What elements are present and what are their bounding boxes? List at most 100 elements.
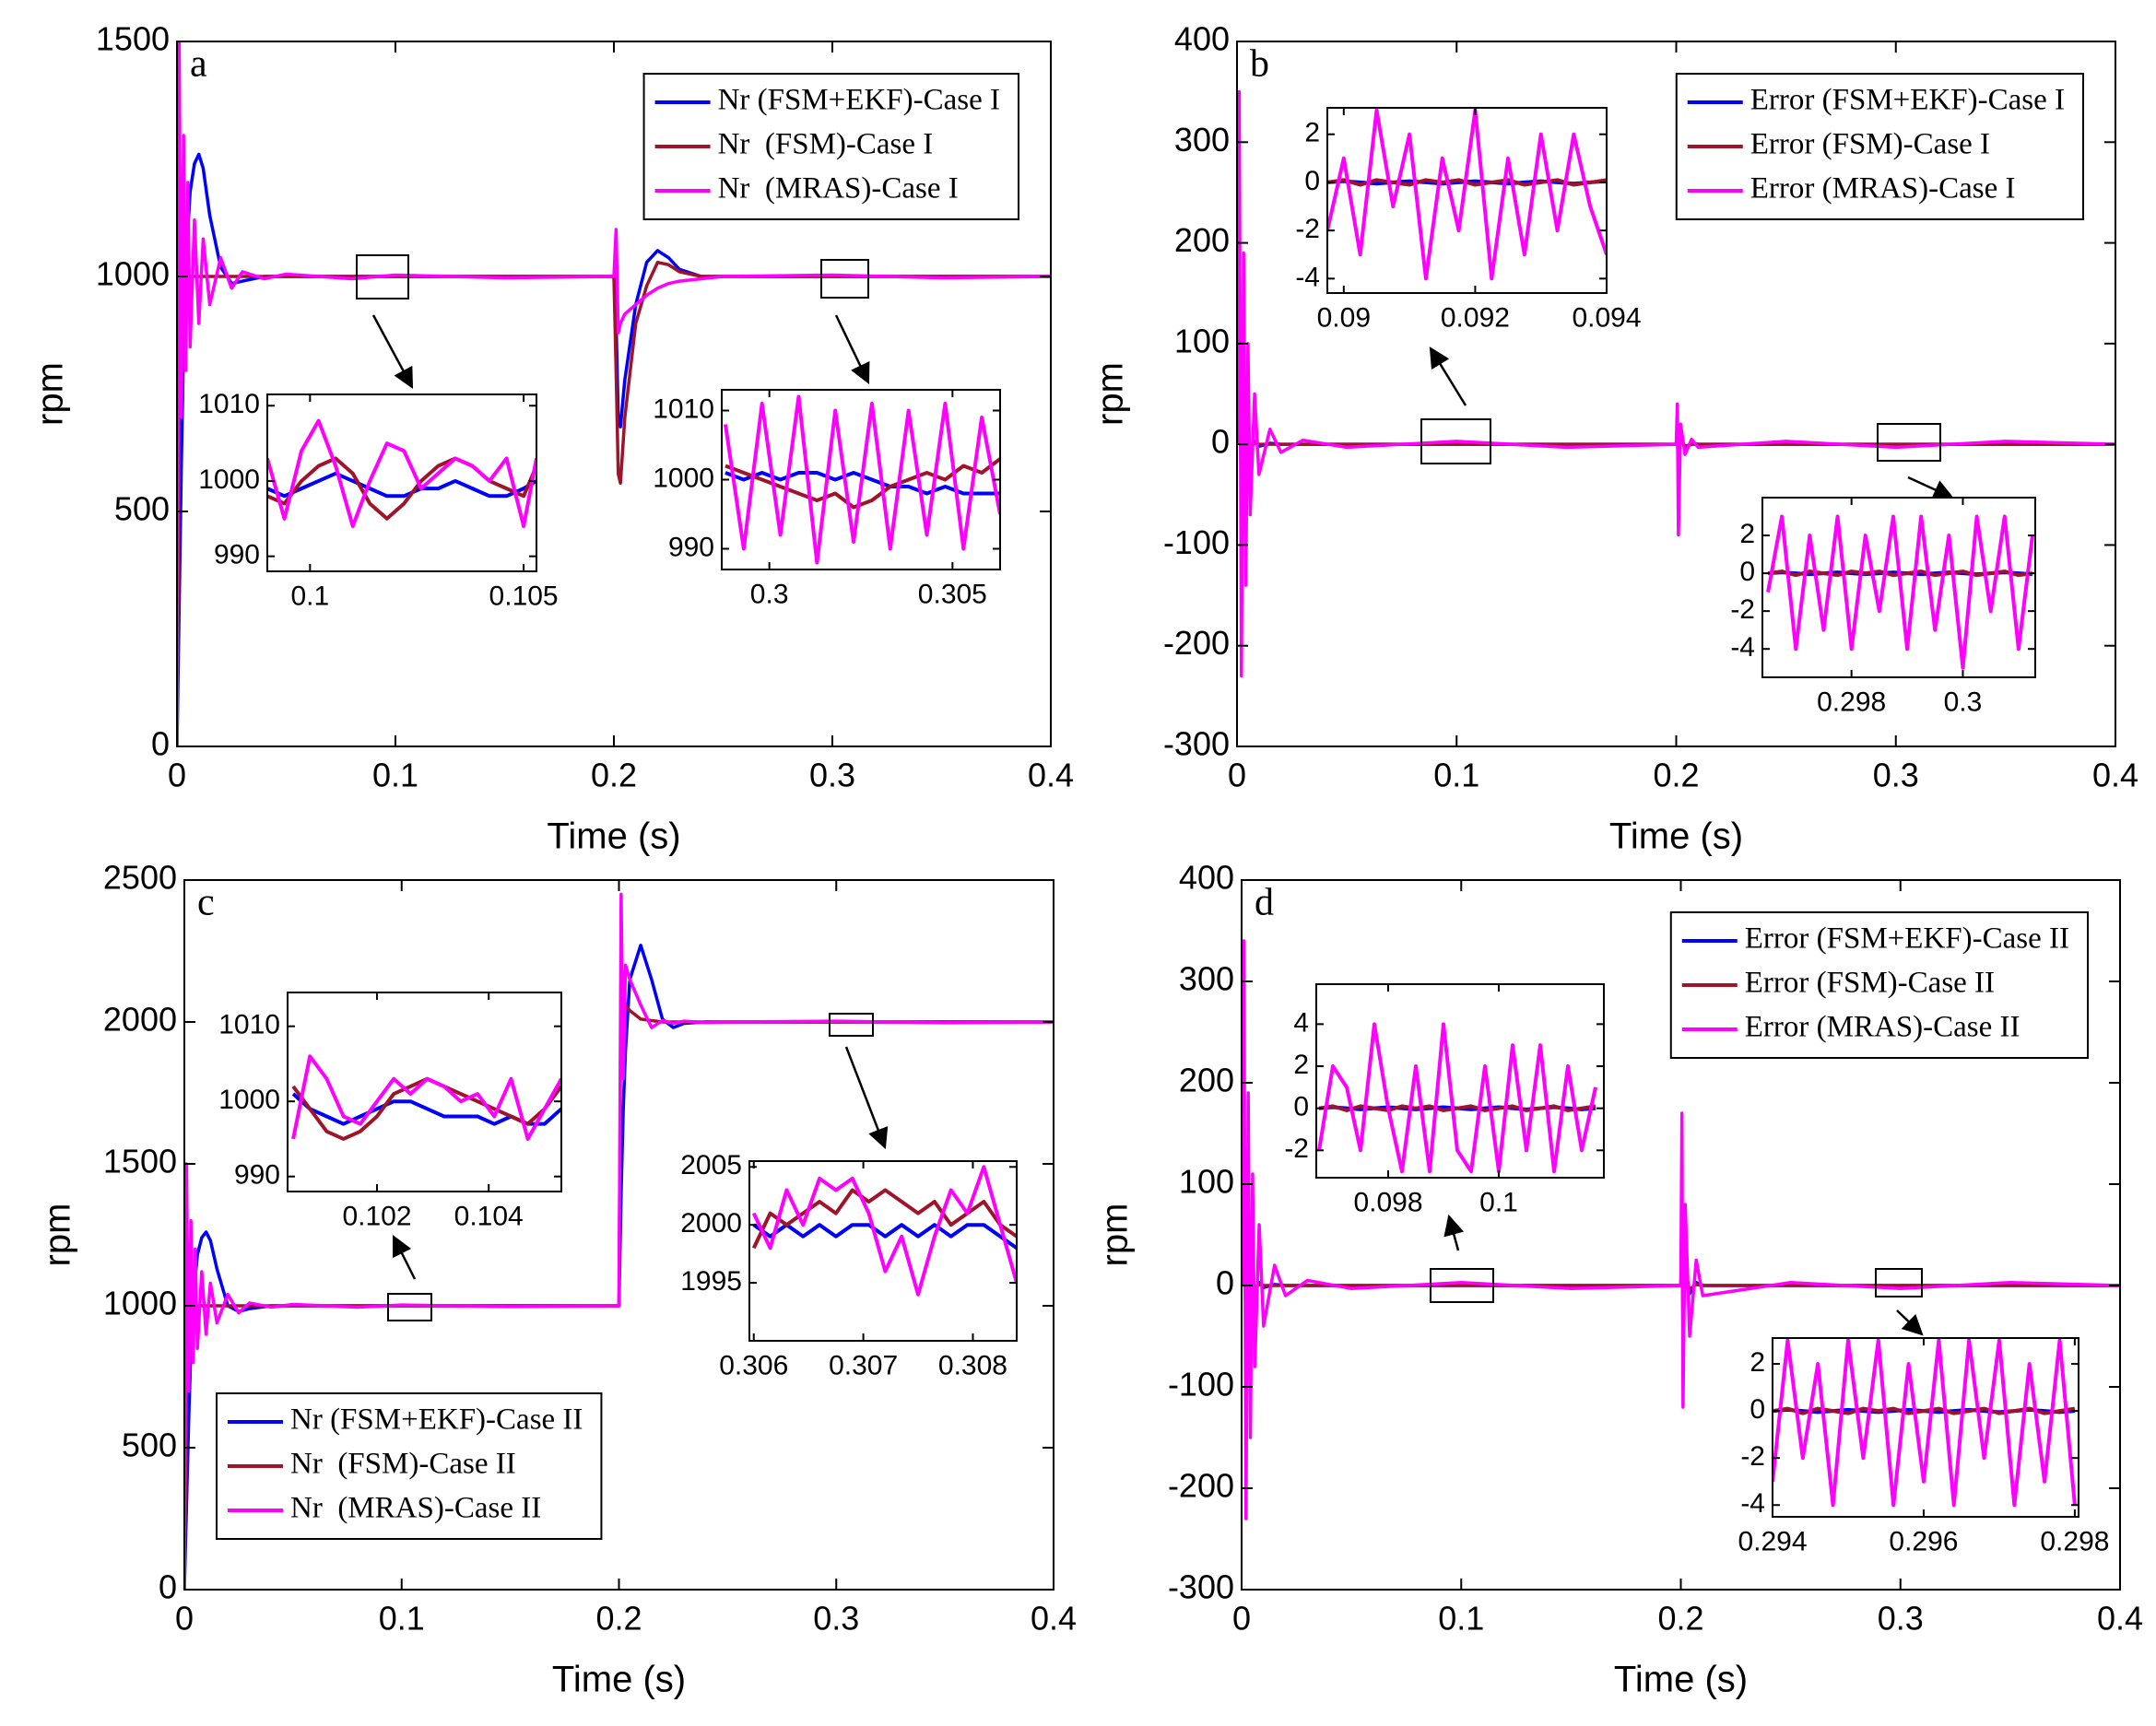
y-tick-label: -2: [1295, 214, 1320, 244]
y-tick-label: -100: [1168, 1366, 1234, 1403]
x-tick-label: 0.105: [489, 581, 559, 611]
y-axis-label: rpm: [30, 362, 71, 426]
y-tick-label: 0: [1211, 423, 1230, 461]
x-tick-label: 0.104: [454, 1201, 524, 1231]
y-axis-label: rpm: [1095, 1204, 1136, 1267]
y-tick-label: -300: [1163, 725, 1230, 763]
axes-frame: [287, 992, 562, 1192]
y-tick-label: 1010: [653, 393, 714, 424]
legend-label: Nr (FSM)-Case II: [290, 1448, 516, 1481]
x-axis-label: Time (s): [1614, 1660, 1748, 1700]
x-tick-label: 0.094: [1572, 302, 1641, 333]
plot-lines: [184, 892, 1054, 1590]
y-tick-label: 1010: [198, 389, 260, 419]
x-tick-label: 0.3: [809, 757, 855, 794]
x-tick-label: 0.4: [2097, 1600, 2143, 1638]
x-tick-label: 0.294: [1738, 1526, 1807, 1556]
legend-box: [1675, 73, 2084, 220]
y-tick-label: 0: [151, 725, 170, 763]
x-axis-label: Time (s): [1609, 816, 1743, 857]
series-line: [1766, 514, 2034, 670]
x-tick-label: 0.3: [1873, 757, 1919, 794]
series-line: [752, 1223, 1017, 1250]
x-tick-label: 0.2: [595, 1600, 642, 1638]
legend: Nr (FSM+EKF)-Case II Nr (FSM)-Case II Nr (…: [216, 1392, 603, 1540]
y-tick-label: 300: [1174, 121, 1230, 159]
x-tick-label: 0.296: [1889, 1526, 1958, 1556]
y-tick-label: 990: [668, 532, 714, 562]
x-tick-label: 0.2: [1653, 757, 1699, 794]
y-tick-label: 500: [114, 490, 170, 528]
y-tick-label: 0: [1750, 1394, 1765, 1425]
series-line: [1242, 939, 2120, 1521]
x-tick-label: 0.298: [2040, 1526, 2109, 1556]
x-tick-label: 0.1: [372, 757, 418, 794]
x-tick-label: 0.3: [1878, 1600, 1924, 1638]
series-line: [1327, 108, 1607, 281]
legend-label: Error (FSM+EKF)-Case II: [1745, 922, 2069, 956]
x-tick-label: 0.092: [1441, 302, 1510, 333]
y-tick-label: 2: [1750, 1347, 1765, 1378]
y-tick-label: 100: [1174, 322, 1230, 359]
zoom-box: [829, 1013, 874, 1037]
inset-lines: [723, 394, 1000, 565]
plot-lines: [177, 41, 1051, 746]
series-line: [1773, 1338, 2077, 1508]
zoom-box: [356, 254, 409, 299]
y-tick-label: -4: [1295, 262, 1320, 292]
x-tick-label: 0.3: [813, 1600, 859, 1638]
inset-lines: [1327, 108, 1607, 281]
y-tick-label: 2: [1304, 118, 1320, 148]
legend-label: Error (MRAS)-Case I: [1750, 172, 2016, 205]
y-tick-label: 1000: [103, 1285, 177, 1322]
panel-label: d: [1255, 882, 1274, 924]
x-axis-label: Time (s): [552, 1660, 686, 1700]
x-tick-label: 0: [168, 757, 186, 794]
legend-label: Error (FSM)-Case II: [1745, 967, 1995, 1000]
y-tick-label: 1000: [96, 255, 170, 293]
x-tick-label: 0.4: [1031, 1600, 1077, 1638]
y-tick-label: 990: [214, 540, 260, 570]
y-tick-label: 1000: [653, 463, 714, 493]
series-line: [267, 456, 536, 521]
axes-frame: [1326, 107, 1608, 294]
x-tick-label: 0: [1228, 757, 1246, 794]
inset-background: [288, 992, 561, 1192]
y-tick-label: 2000: [103, 1001, 177, 1039]
x-tick-label: 0.1: [290, 581, 329, 611]
y-tick-label: 500: [122, 1427, 177, 1464]
x-tick-label: 0.09: [1317, 302, 1371, 333]
series-line: [751, 1165, 1017, 1297]
series-line: [267, 471, 536, 499]
inset-lines: [267, 418, 536, 528]
x-tick-label: 0.307: [829, 1350, 898, 1380]
x-tick-label: 0.306: [719, 1350, 788, 1380]
legend: Error (FSM+EKF)-Case I Error (FSM)-Case I…: [1675, 73, 2084, 220]
series-line: [1317, 1022, 1597, 1174]
x-tick-label: 0.4: [1028, 757, 1074, 794]
x-tick-label: 0.1: [1438, 1600, 1484, 1638]
x-tick-label: 0.102: [342, 1201, 411, 1231]
zoom-arrow: [1443, 1214, 1465, 1251]
zoom-box: [1420, 418, 1491, 464]
x-tick-label: 0: [1232, 1600, 1251, 1638]
plot-lines: [1242, 939, 2120, 1521]
y-tick-label: 0: [1293, 1092, 1309, 1122]
y-tick-label: 2: [1293, 1050, 1309, 1080]
y-tick-label: 200: [1174, 221, 1230, 259]
inset-lines: [751, 1165, 1017, 1297]
y-tick-label: -200: [1168, 1467, 1234, 1505]
axes-frame: [748, 1160, 1018, 1342]
legend: Error (FSM+EKF)-Case II Error (FSM)-Case …: [1669, 911, 2089, 1059]
zoom-arrow: [834, 314, 870, 385]
zoom-arrow: [371, 314, 414, 389]
y-tick-label: 4: [1293, 1007, 1309, 1038]
panel-label: c: [197, 882, 215, 924]
legend-label: Nr (MRAS)-Case I: [718, 172, 959, 205]
zoom-arrow: [844, 1046, 889, 1150]
x-tick-label: 0.1: [1433, 757, 1479, 794]
legend-label: Nr (FSM)-Case I: [718, 128, 934, 161]
x-tick-label: 0: [175, 1600, 194, 1638]
zoom-box: [1430, 1268, 1494, 1303]
